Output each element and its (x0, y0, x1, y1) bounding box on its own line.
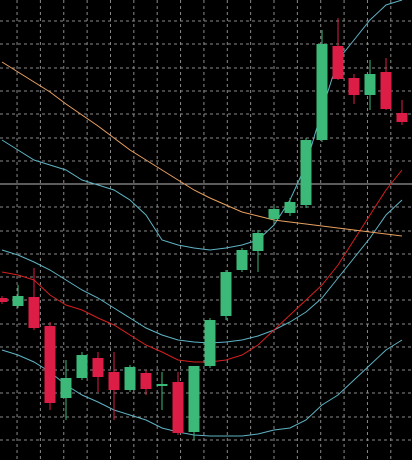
candle-body (28, 297, 40, 328)
candle-body (284, 202, 296, 213)
indicator-line (1, 169, 403, 363)
candle-body (140, 373, 152, 389)
candle-body (348, 78, 360, 95)
candle-body (12, 296, 24, 306)
candle-body (380, 72, 392, 109)
candle-body (236, 250, 248, 270)
candle-body (396, 113, 408, 122)
candle-body (0, 298, 8, 302)
candle-body (364, 74, 376, 95)
candle-body (188, 366, 200, 432)
candle-body (220, 272, 232, 316)
indicator-line (1, 199, 403, 344)
candle-body (252, 233, 264, 251)
candle-body (108, 372, 120, 390)
candle-body (268, 209, 280, 219)
candle-body (124, 367, 136, 390)
candle-body (300, 140, 312, 205)
candle-body (332, 46, 344, 79)
candle-body (156, 384, 168, 386)
candle-body (92, 358, 104, 377)
candle-body (316, 44, 328, 140)
candle-body (60, 378, 72, 398)
candle-body (204, 320, 216, 366)
candle-body (44, 326, 56, 403)
candle-body (76, 355, 88, 378)
candle-body (172, 382, 184, 433)
indicator-line (1, 61, 403, 237)
